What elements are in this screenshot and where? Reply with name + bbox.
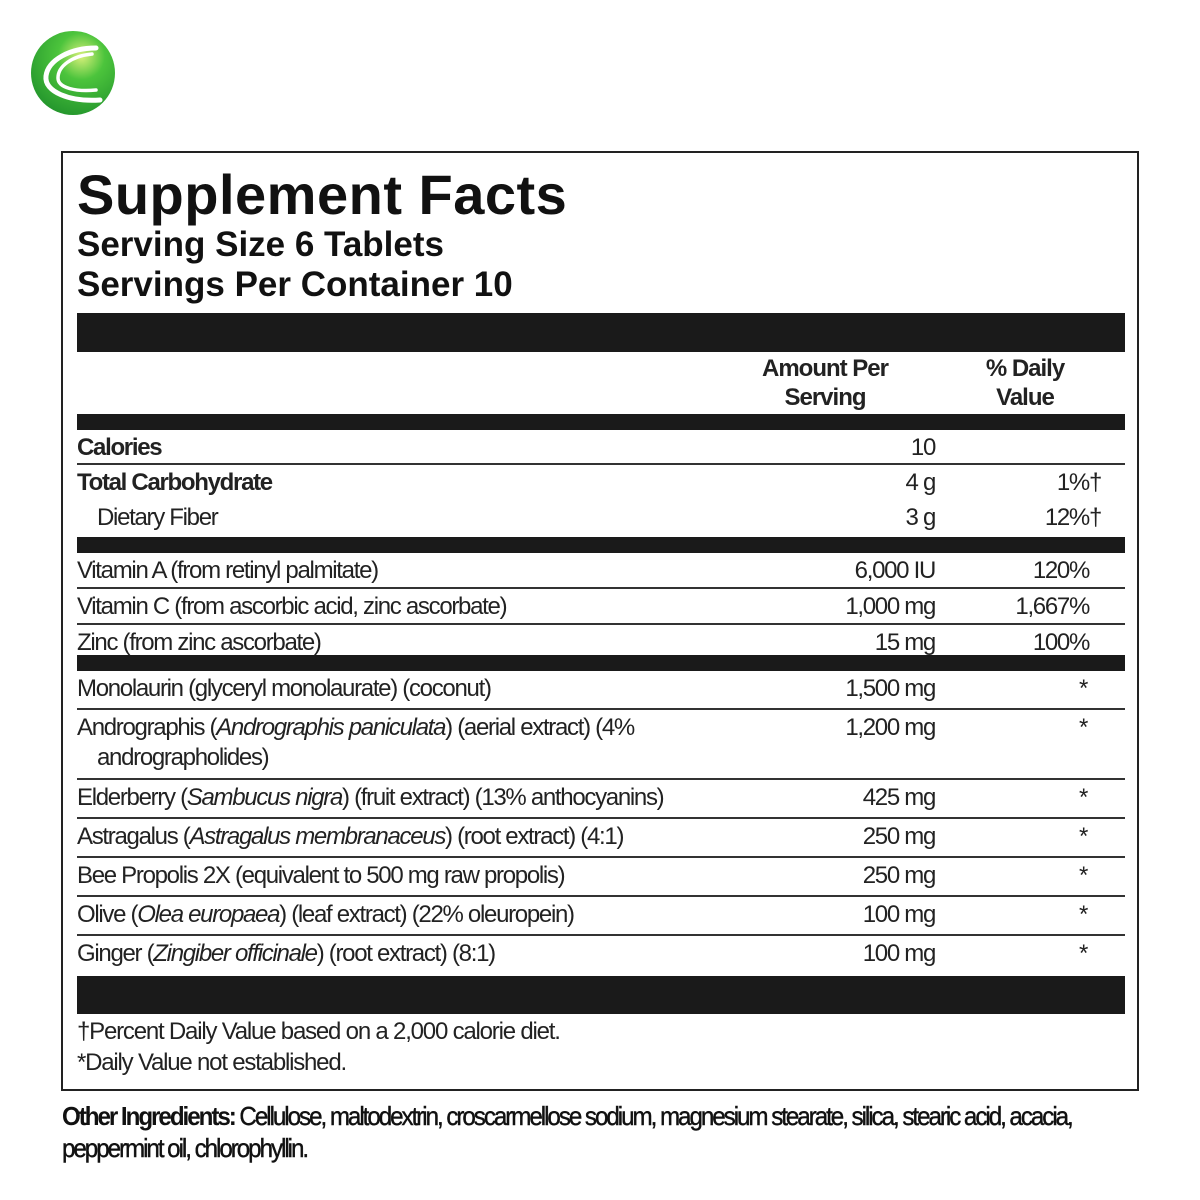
- nutrient-row: Calories 10: [77, 430, 1125, 465]
- footnote-not-established: *Daily Value not established.: [77, 1049, 347, 1076]
- vitamin-row: Vitamin C (from ascorbic acid, zinc asco…: [77, 589, 1125, 625]
- ingredient-daily-value: *: [1078, 675, 1088, 702]
- column-amount: Amount Per: [761, 355, 889, 382]
- brand-logo-icon: [31, 31, 115, 115]
- ingredient-detail: ) (leaf extract) (22% oleuropein): [279, 901, 575, 928]
- ingredient-detail: ) (root extract) (8:1): [316, 940, 496, 967]
- divider-bar: [77, 313, 1125, 352]
- divider-bar: [77, 414, 1125, 430]
- ingredient-amount: 100 mg: [862, 901, 937, 928]
- ingredient-amount: 100 mg: [862, 940, 937, 967]
- ingredient-name: Astragalus (Astragalus membranaceus) (ro…: [77, 819, 695, 852]
- ingredient-amount: 250 mg: [862, 823, 937, 850]
- supplement-facts-panel: Supplement Facts Serving Size 6 Tablets …: [61, 151, 1139, 1091]
- ingredient-daily-value: *: [1078, 714, 1088, 741]
- ingredient-latin-name: Sambucus nigra: [186, 784, 344, 811]
- ingredient-row: Ginger (Zingiber officinale) (root extra…: [77, 936, 1125, 974]
- ingredient-row: Andrographis (Andrographis paniculata) (…: [77, 710, 1125, 780]
- ingredient-name-text: Elderberry (: [77, 784, 188, 811]
- ingredient-name: Elderberry (Sambucus nigra) (fruit extra…: [77, 780, 695, 813]
- divider-bar: [77, 655, 1125, 671]
- ingredient-name: Andrographis (Andrographis paniculata) (…: [77, 710, 695, 773]
- ingredient-name: Olive (Olea europaea) (leaf extract) (22…: [77, 897, 695, 930]
- ingredient-name: Monolaurin (glyceryl monolaurate) (cocon…: [77, 671, 695, 704]
- vitamin-row: Vitamin A (from retinyl palmitate) 6,000…: [77, 553, 1125, 589]
- footnote-daily-value: †Percent Daily Value based on a 2,000 ca…: [77, 1018, 561, 1045]
- other-ingredients-label: Other Ingredients:: [62, 1101, 237, 1131]
- ingredient-detail: ) (fruit extract) (13% anthocyanins): [342, 784, 665, 811]
- ingredient-name-text: Bee Propolis 2X (equivalent to 500 mg ra…: [77, 862, 566, 889]
- ingredient-name-text: Andrographis (: [77, 714, 218, 741]
- ingredient-latin-name: Astragalus membranaceus: [189, 823, 446, 850]
- ingredient-name: Bee Propolis 2X (equivalent to 500 mg ra…: [77, 858, 695, 891]
- ingredient-latin-name: Olea europaea: [137, 901, 280, 928]
- ingredient-latin-name: Zingiber officinale: [153, 940, 318, 967]
- ingredient-latin-name: Andrographis paniculata: [216, 714, 446, 741]
- column-daily-value: % Daily: [985, 355, 1065, 382]
- ingredient-row: Elderberry (Sambucus nigra) (fruit extra…: [77, 780, 1125, 819]
- ingredient-detail: ) (aerial extract) (4% andrographolides): [97, 714, 635, 771]
- ingredient-daily-value: *: [1078, 901, 1088, 928]
- divider-bar: [77, 976, 1125, 1014]
- ingredient-daily-value: *: [1078, 823, 1088, 850]
- ingredient-name: Ginger (Zingiber officinale) (root extra…: [77, 936, 695, 969]
- other-ingredients: Other Ingredients: Cellulose, maltodextr…: [62, 1100, 1076, 1164]
- ingredient-name-text: Olive (: [77, 901, 139, 928]
- other-ingredients-text: Cellulose, maltodextrin, croscarmellose …: [62, 1101, 1074, 1163]
- ingredient-row: Bee Propolis 2X (equivalent to 500 mg ra…: [77, 858, 1125, 897]
- ingredient-daily-value: *: [1078, 940, 1088, 967]
- ingredient-daily-value: *: [1078, 784, 1088, 811]
- serving-size: Serving Size 6 Tablets: [77, 225, 444, 264]
- panel-title: Supplement Facts: [77, 163, 568, 226]
- ingredient-amount: 425 mg: [862, 784, 937, 811]
- column-header-row: Amount Per Serving % Daily Value: [77, 352, 1125, 414]
- nutrient-row: Total Carbohydrate 4 g 1%†: [77, 469, 1102, 496]
- ingredient-name-text: Monolaurin (glyceryl monolaurate) (cocon…: [77, 675, 492, 702]
- vitamin-row: Zinc (from zinc ascorbate) 15 mg 100%: [77, 629, 1090, 656]
- divider-bar: [77, 537, 1125, 553]
- ingredient-name-text: Ginger (: [77, 940, 155, 967]
- ingredient-amount: 250 mg: [862, 862, 937, 889]
- servings-per-container: Servings Per Container 10: [77, 265, 513, 304]
- nutrient-row: Dietary Fiber 3 g 12%†: [97, 504, 1102, 531]
- ingredient-row: Monolaurin (glyceryl monolaurate) (cocon…: [77, 671, 1125, 710]
- ingredient-amount: 1,200 mg: [845, 714, 936, 741]
- ingredient-daily-value: *: [1078, 862, 1088, 889]
- ingredient-row: Astragalus (Astragalus membranaceus) (ro…: [77, 819, 1125, 858]
- ingredient-row: Olive (Olea europaea) (leaf extract) (22…: [77, 897, 1125, 936]
- ingredient-amount: 1,500 mg: [845, 675, 936, 702]
- ingredient-name-text: Astragalus (: [77, 823, 191, 850]
- ingredient-detail: ) (root extract) (4:1): [445, 823, 624, 850]
